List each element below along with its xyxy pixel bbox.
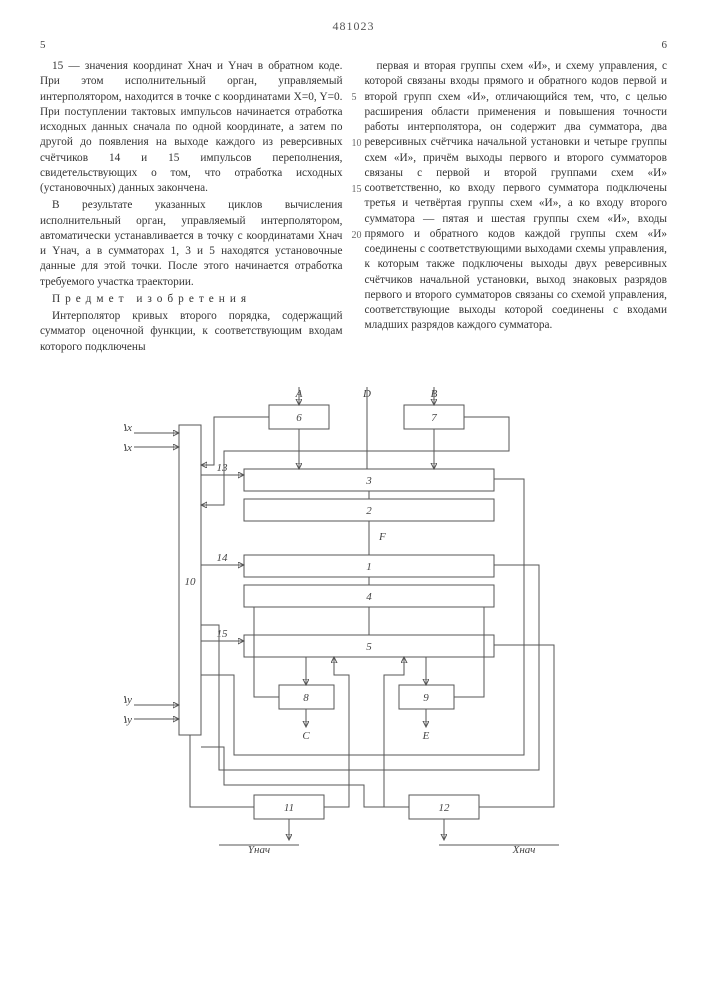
para: 15 — значения координат Xнач и Yнач в об… — [40, 59, 343, 196]
input-label: −Δy — [124, 714, 132, 726]
block-label: 3 — [365, 475, 372, 487]
block-label: 4 — [366, 591, 372, 603]
doc-number: 481023 — [40, 18, 667, 34]
block-label: 10 — [184, 576, 196, 588]
output-label: Xнач — [511, 844, 535, 856]
block-label: 7 — [431, 412, 437, 424]
right-column: 5 10 15 20 первая и вторая группы схем «… — [365, 59, 668, 357]
line-mark: 10 — [352, 137, 362, 151]
letter-label: E — [421, 730, 429, 742]
block-label: 6 — [296, 412, 302, 424]
block-label: 8 — [303, 692, 309, 704]
line-mark: 5 — [352, 91, 357, 105]
line-mark: 20 — [352, 229, 362, 243]
block-label: 12 — [438, 802, 450, 814]
block-label: 1 — [366, 561, 372, 573]
left-column: 15 — значения координат Xнач и Yнач в об… — [40, 59, 343, 357]
para: В результате указанных циклов вычисления… — [40, 198, 343, 290]
letter-label: C — [302, 730, 310, 742]
wire-label: 15 — [216, 628, 228, 640]
block-label: 5 — [366, 641, 372, 653]
wire-label: 14 — [216, 552, 228, 564]
para: первая и вторая группы схем «И», и схему… — [365, 59, 668, 334]
line-mark: 15 — [352, 183, 362, 197]
para: Интерполятор кривых второго порядка, сод… — [40, 309, 343, 355]
letter-label: F — [378, 531, 386, 543]
wire-label: 13 — [216, 462, 228, 474]
page-num-left: 5 — [40, 38, 46, 53]
block-label: 11 — [283, 802, 293, 814]
block-label: 2 — [366, 505, 372, 517]
block-label: 9 — [423, 692, 429, 704]
page-num-right: 6 — [662, 38, 668, 53]
input-label: +Δy — [124, 694, 132, 706]
input-label: +Δx — [124, 422, 132, 434]
output-label: Yнач — [247, 844, 269, 856]
schematic-figure: 10 +Δx −Δx +Δy −Δy 6 7 A D B 3 — [124, 375, 584, 865]
claims-heading: Предмет изобретения — [40, 292, 343, 307]
input-label: −Δx — [124, 442, 132, 454]
